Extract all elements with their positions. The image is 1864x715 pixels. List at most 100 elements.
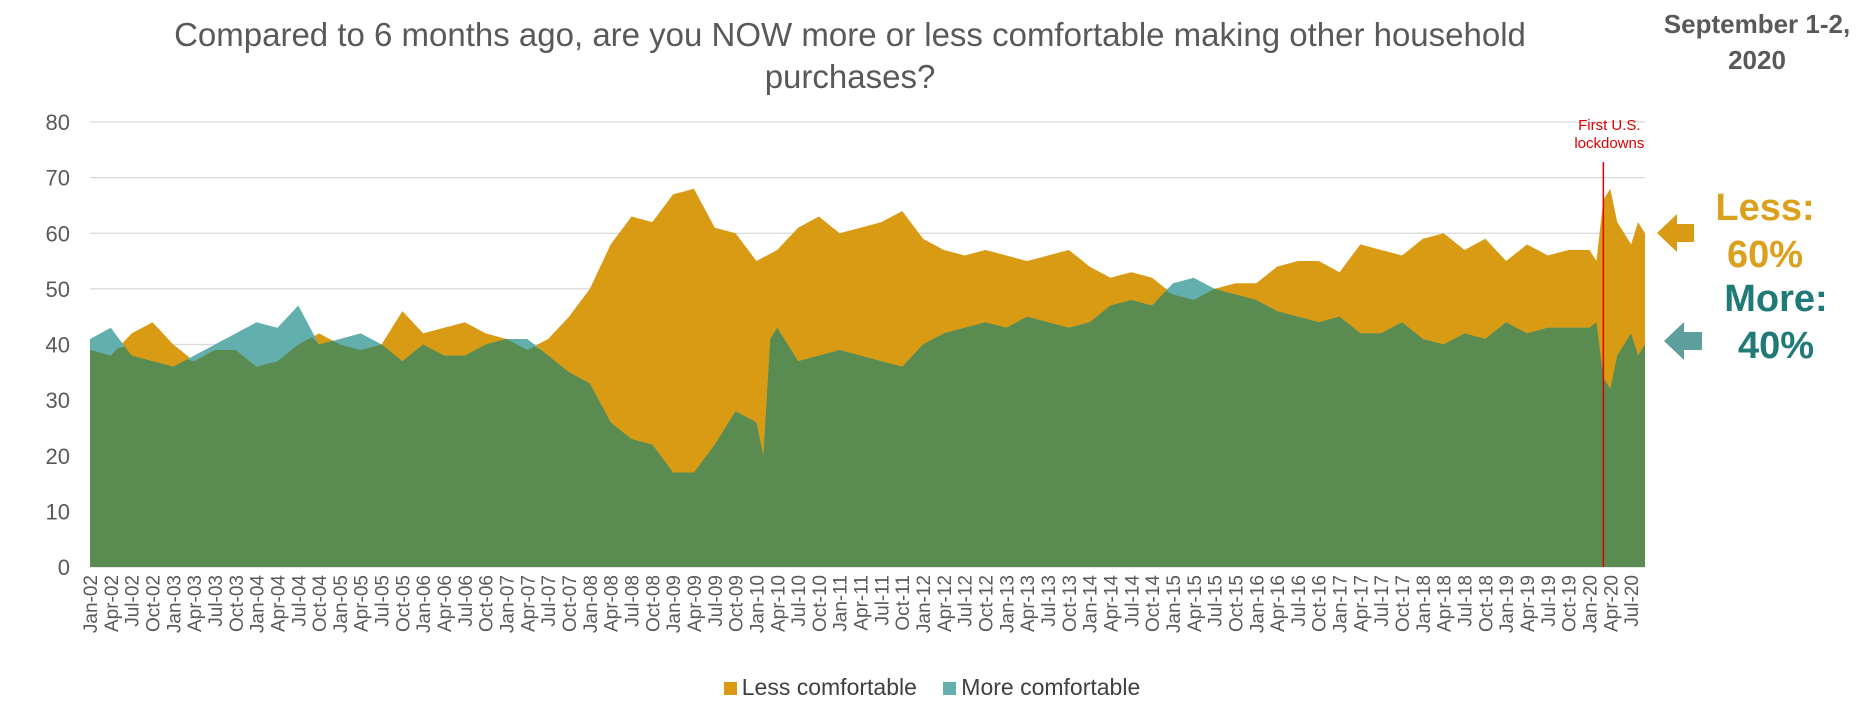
x-tick-label: Apr-05 (352, 575, 373, 632)
x-tick-label: Oct-07 (560, 575, 581, 632)
x-tick-label: Jul-07 (539, 575, 560, 627)
x-tick-label: Jul-08 (622, 575, 643, 627)
x-tick-label: Jul-13 (1039, 575, 1060, 627)
more-arrow-icon (1664, 322, 1702, 360)
x-tick-label: Jul-03 (206, 575, 227, 627)
x-tick-label: Oct-19 (1560, 575, 1581, 632)
y-tick-label-40: 40 (46, 333, 70, 358)
y-tick-label-20: 20 (46, 444, 70, 469)
x-tick-label: Oct-06 (477, 575, 498, 632)
x-tick-label: Oct-12 (977, 575, 998, 632)
x-tick-label: Apr-19 (1518, 575, 1539, 632)
y-tick-label-60: 60 (46, 221, 70, 246)
y-tick-label-10: 10 (46, 499, 70, 524)
x-tick-label: Apr-08 (602, 575, 623, 632)
legend-swatch-more (943, 682, 957, 695)
less-arrow-icon (1657, 214, 1694, 252)
chart-title: Compared to 6 months ago, are you NOW mo… (174, 16, 1526, 95)
x-tick-label: Apr-04 (268, 575, 289, 632)
x-tick-label: Jul-20 (1622, 575, 1643, 627)
x-tick-label: Jan-14 (1081, 575, 1102, 634)
x-tick-label: Jan-09 (664, 575, 685, 633)
x-tick-label: Jan-08 (581, 575, 602, 633)
x-tick-label: Jul-04 (289, 575, 310, 627)
x-tick-label: Apr-18 (1435, 575, 1456, 632)
x-tick-label: Jan-06 (414, 575, 435, 633)
legend-swatch-less (723, 682, 737, 695)
x-tick-label: Jul-12 (956, 575, 977, 627)
legend: Less comfortable More comfortable (0, 674, 1864, 701)
x-tick-label: Apr-16 (1268, 575, 1289, 632)
x-tick-label: Jan-11 (831, 575, 852, 632)
lockdown-annotation: First U.S. lockdowns (1574, 117, 1644, 152)
x-tick-label: Oct-16 (1310, 575, 1331, 632)
x-tick-label: Jan-05 (331, 575, 352, 633)
less-callout-label: Less: (1715, 187, 1815, 229)
x-tick-label: Jan-03 (164, 575, 185, 633)
x-tick-label: Jan-17 (1331, 575, 1352, 633)
x-tick-label: Jul-17 (1372, 575, 1393, 627)
y-tick-label-50: 50 (46, 277, 70, 302)
annotation-layer: First U.S. lockdowns (1574, 117, 1702, 567)
x-tick-label: Jan-19 (1497, 575, 1518, 633)
x-tick-label: Jul-14 (1122, 575, 1143, 627)
date-label: September 1-2, 2020 (1663, 9, 1851, 75)
x-tick-label: Apr-03 (185, 575, 206, 632)
y-tick-label-80: 80 (46, 110, 70, 135)
x-tick-label: Apr-17 (1351, 575, 1372, 632)
x-tick-label: Jan-16 (1247, 575, 1268, 633)
x-tick-label: Jul-09 (706, 575, 727, 627)
x-tick-label: Jan-07 (498, 575, 519, 633)
x-tick-label: Jan-10 (747, 575, 768, 633)
legend-item-more: More comfortable (943, 674, 1140, 701)
x-tick-label: Apr-13 (1018, 575, 1039, 632)
more-callout: More: 40% (1706, 276, 1846, 370)
legend-item-less: Less comfortable (723, 674, 917, 701)
less-callout-value: 60% (1726, 234, 1804, 276)
x-tick-label: Oct-15 (1226, 575, 1247, 632)
legend-label-less: Less comfortable (741, 674, 917, 700)
more-callout-label: More: (1724, 278, 1828, 320)
x-tick-label: Jul-10 (789, 575, 810, 627)
x-tick-label: Oct-05 (393, 575, 414, 632)
x-tick-label: Jul-06 (456, 575, 477, 627)
x-tick-label: Jul-19 (1539, 575, 1560, 627)
y-tick-label-0: 0 (58, 555, 70, 580)
x-tick-label: Apr-12 (935, 575, 956, 632)
more-callout-value: 40% (1737, 325, 1815, 367)
x-tick-label: Jan-18 (1414, 575, 1435, 633)
x-tick-label: Jul-11 (872, 575, 893, 625)
x-tick-label: Jul-15 (1206, 575, 1227, 627)
x-tick-label: Apr-06 (435, 575, 456, 632)
area-layer (90, 188, 1645, 567)
x-tick-label: Jan-13 (997, 575, 1018, 633)
series-area-overlap (90, 288, 1645, 567)
x-tick-label: Apr-20 (1601, 575, 1622, 632)
x-tick-label: Apr-02 (102, 575, 123, 632)
x-tick-label: Apr-15 (1185, 575, 1206, 632)
x-tick-label: Apr-07 (518, 575, 539, 632)
x-tick-label: Oct-17 (1393, 575, 1414, 632)
x-tick-label: Oct-04 (310, 575, 331, 632)
x-tick-label: Oct-11 (893, 575, 914, 631)
x-tick-label: Jan-20 (1580, 575, 1601, 633)
y-tick-label-30: 30 (46, 388, 70, 413)
x-tick-label: Jul-18 (1456, 575, 1477, 627)
x-tick-label: Jul-02 (123, 575, 144, 627)
x-tick-label: Oct-18 (1476, 575, 1497, 632)
x-tick-label: Apr-11 (852, 575, 873, 631)
less-callout: Less: 60% (1700, 185, 1830, 279)
x-tick-label: Oct-10 (810, 575, 831, 632)
x-tick-label: Jan-02 (81, 575, 102, 633)
x-tick-label: Apr-14 (1101, 575, 1122, 632)
x-tick-label: Jan-04 (248, 575, 269, 634)
y-tick-label-70: 70 (46, 166, 70, 191)
x-tick-label: Apr-09 (685, 575, 706, 632)
x-tick-label: Jan-15 (1164, 575, 1185, 633)
x-tick-label: Oct-02 (143, 575, 164, 632)
x-tick-label: Oct-09 (727, 575, 748, 632)
legend-label-more: More comfortable (961, 674, 1141, 700)
x-tick-label: Oct-14 (1143, 575, 1164, 632)
